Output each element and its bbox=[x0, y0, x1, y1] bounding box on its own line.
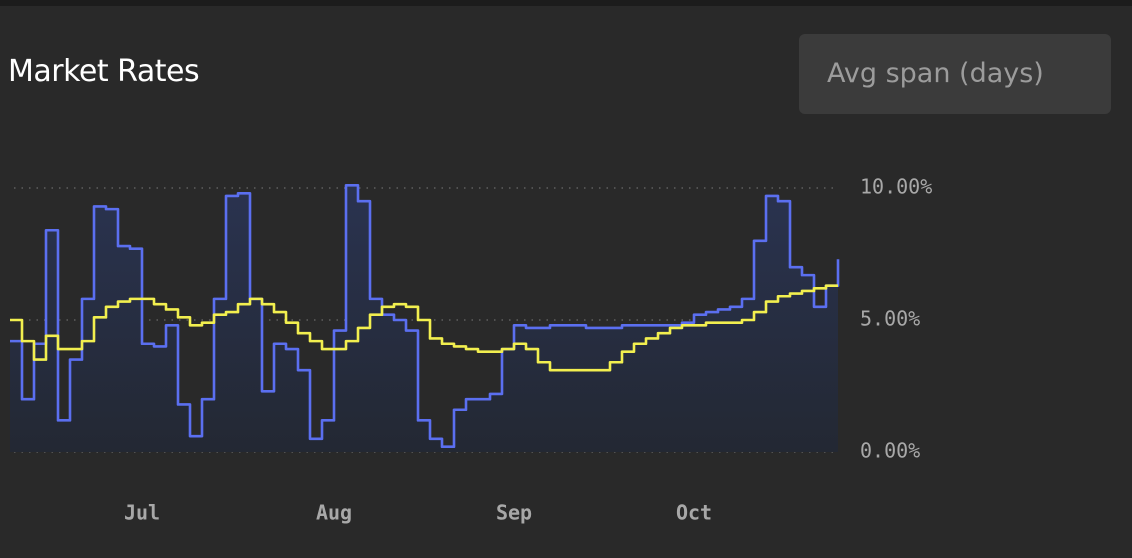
line bbox=[10, 184, 840, 449]
x-tick-label: Sep bbox=[496, 501, 532, 525]
y-tick-label: 0.00% bbox=[860, 439, 920, 463]
x-tick-label: Aug bbox=[316, 501, 352, 525]
y-tick-label: 10.00% bbox=[860, 175, 932, 199]
panel-title: Market Rates bbox=[8, 54, 200, 89]
area bbox=[10, 185, 838, 453]
avg-span-input[interactable]: Avg span (days) bbox=[799, 34, 1111, 114]
line bbox=[10, 284, 838, 372]
y-tick-label: 5.00% bbox=[860, 307, 920, 331]
top-bar bbox=[0, 0, 1132, 6]
x-tick-label: Jul bbox=[124, 501, 160, 525]
x-tick-label: Oct bbox=[676, 501, 712, 525]
